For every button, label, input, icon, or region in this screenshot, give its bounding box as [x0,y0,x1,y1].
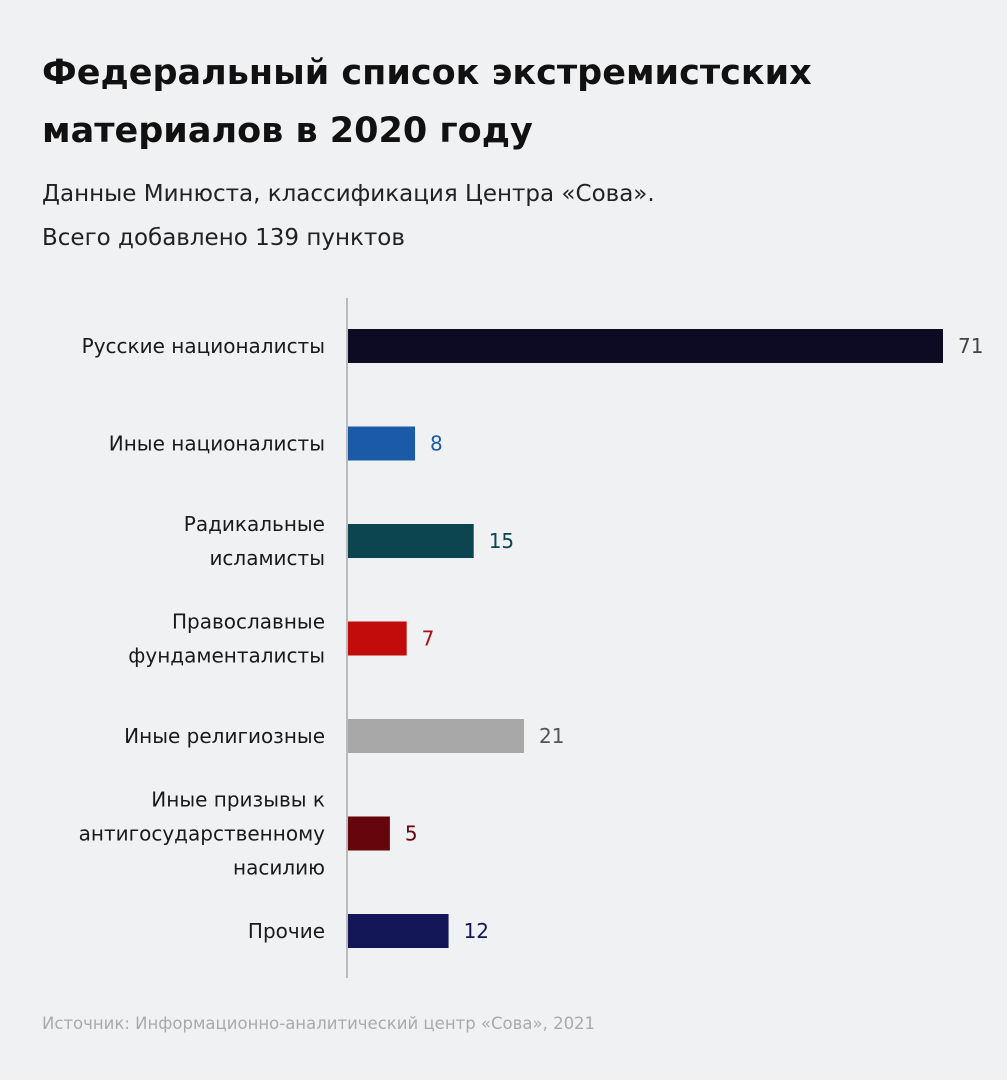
bar-6 [348,914,449,948]
source-note: Источник: Информационно-аналитический це… [42,1014,596,1033]
bar-0 [348,329,943,363]
value-label-2: 15 [489,529,514,553]
chart-subtitle-line-2: Всего добавлено 139 пунктов [42,225,405,251]
value-label-4: 21 [539,724,564,748]
bar-3 [348,621,407,656]
value-label-6: 12 [464,919,489,943]
bar-chart: 71 Русские националисты 8 Иные националисты… [79,298,983,978]
bar-5 [348,816,390,851]
category-label-5-line-1: антигосударственному [79,822,326,846]
chart-title-line-2: материалов в 2020 году [42,111,533,151]
category-label-4: Иные религиозные [124,724,325,748]
category-label-6: Прочие [248,919,325,943]
category-label-3-line-0: Православные [172,610,325,634]
category-label-3-line-1: фундаменталисты [128,644,325,668]
bar-1 [348,426,416,461]
chart-subtitle-line-1: Данные Минюста, классификация Центра «Со… [42,181,655,207]
chart-title-line-1: Федеральный список экстремистских [42,53,812,93]
category-label-5-line-2: насилию [233,856,325,880]
category-label-1: Иные националисты [109,432,325,456]
chart-subtitle: Данные Минюста, классификация Центра «Со… [42,172,942,260]
bar-2 [348,524,474,558]
category-label-2-line-1: исламисты [209,546,325,570]
value-label-3: 7 [422,627,435,651]
chart-title: Федеральный список экстремистских матери… [42,44,942,160]
value-label-0: 71 [958,334,983,358]
value-label-1: 8 [430,432,443,456]
category-label-2-line-0: Радикальные [184,512,325,536]
category-label-5-line-0: Иные призывы к [151,788,325,812]
category-label-0: Русские националисты [82,334,325,358]
value-label-5: 5 [405,822,418,846]
bar-4 [348,719,524,753]
